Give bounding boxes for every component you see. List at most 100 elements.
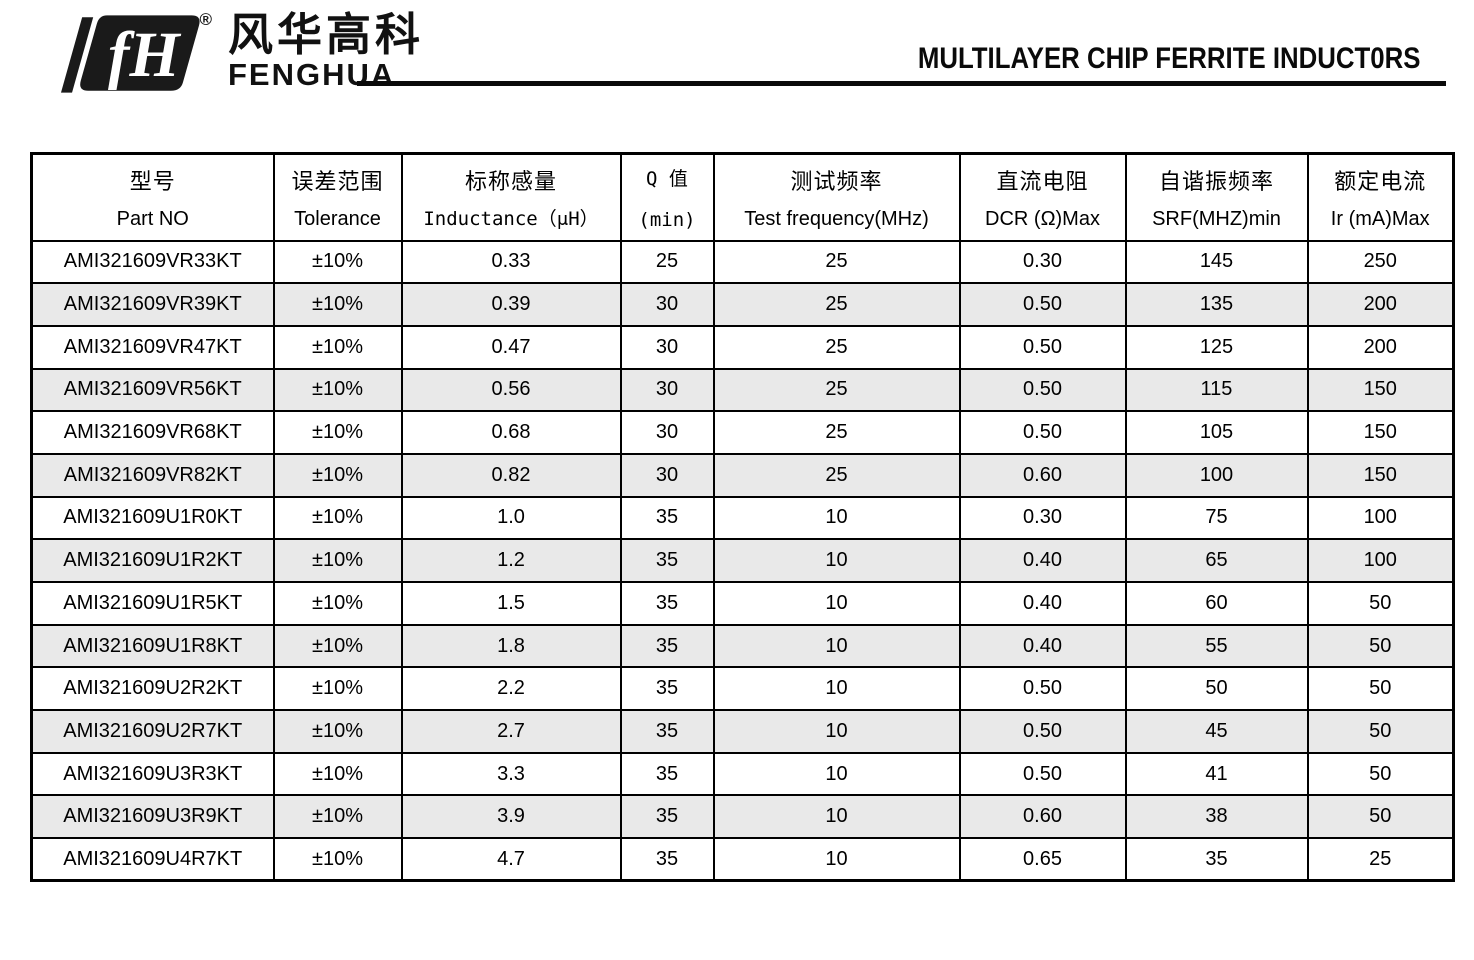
value-cell: 100 (1306, 495, 1455, 541)
value-cell: 1.0 (400, 495, 622, 541)
value-cell: 50 (1306, 623, 1455, 669)
value-cell: 250 (1306, 239, 1455, 285)
table-row: AMI321609U1R8KT ±10% 1.8 35 10 0.40 55 50 (30, 623, 1455, 669)
value-cell: 4.7 (400, 837, 622, 882)
value-cell: 75 (1124, 495, 1309, 541)
column-header: 型号 Part NO (30, 152, 275, 242)
value-cell: 100 (1124, 452, 1309, 498)
value-cell: 25 (619, 239, 715, 285)
column-header-chinese: 额定电流 (1334, 169, 1427, 194)
column-header-chinese: 误差范围 (291, 169, 384, 194)
value-cell: 35 (619, 709, 715, 754)
value-cell: 2.2 (400, 666, 622, 712)
value-cell: 1.5 (400, 581, 622, 626)
value-cell: 35 (619, 837, 715, 882)
value-cell: 0.33 (400, 239, 622, 285)
table-row: AMI321609U2R2KT ±10% 2.2 35 10 0.50 50 50 (30, 666, 1455, 712)
value-cell: 0.65 (958, 837, 1127, 882)
title-underline (357, 81, 1446, 86)
svg-text:fH: fH (108, 19, 181, 90)
value-cell: 0.40 (958, 623, 1127, 669)
value-cell: 25 (712, 410, 961, 455)
value-cell: 150 (1306, 452, 1455, 498)
value-cell: 55 (1124, 623, 1309, 669)
column-header: 额定电流 Ir (mA)Max (1306, 152, 1455, 242)
value-cell: 10 (712, 837, 961, 882)
value-cell: 150 (1306, 410, 1455, 455)
value-cell: 0.50 (958, 324, 1127, 370)
part-no-cell: AMI321609U2R7KT (30, 709, 275, 754)
inductor-spec-table: 型号 Part NO 误差范围 Tolerance 标称感量 Inductance（μH）… (30, 152, 1455, 883)
table-row: AMI321609VR68KT ±10% 0.68 30 25 0.50 105 150 (30, 410, 1455, 455)
value-cell: 41 (1124, 751, 1309, 797)
value-cell: 30 (619, 452, 715, 498)
table-row: AMI321609VR56KT ±10% 0.56 30 25 0.50 115 150 (30, 367, 1455, 413)
value-cell: 10 (712, 581, 961, 626)
value-cell: ±10% (272, 410, 403, 455)
value-cell: ±10% (272, 538, 403, 583)
column-header-english: (min) (638, 208, 696, 231)
fenghua-logo: fH ® (46, 8, 214, 100)
column-header: Q 值 (min) (619, 152, 715, 242)
value-cell: 145 (1124, 239, 1309, 285)
column-header: 直流电阻 DCR (Ω)Max (958, 152, 1127, 242)
brand-block: fH ® 风华高科 FENGHUA (46, 8, 424, 100)
value-cell: 35 (619, 581, 715, 626)
value-cell: 0.30 (958, 239, 1127, 285)
table-row: AMI321609U1R5KT ±10% 1.5 35 10 0.40 60 50 (30, 581, 1455, 626)
page-title: MULTILAYER CHIP FERRITE INDUCT0RS (917, 42, 1420, 75)
value-cell: 25 (712, 367, 961, 413)
value-cell: 10 (712, 623, 961, 669)
value-cell: 65 (1124, 538, 1309, 583)
value-cell: 10 (712, 495, 961, 541)
part-no-cell: AMI321609U1R8KT (30, 623, 275, 669)
table-row: AMI321609U2R7KT ±10% 2.7 35 10 0.50 45 50 (30, 709, 1455, 754)
table-header-row: 型号 Part NO 误差范围 Tolerance 标称感量 Inductance（μH）… (30, 152, 1455, 242)
part-no-cell: AMI321609VR82KT (30, 452, 275, 498)
value-cell: 50 (1306, 709, 1455, 754)
part-no-cell: AMI321609U1R2KT (30, 538, 275, 583)
value-cell: 0.50 (958, 751, 1127, 797)
column-header-chinese: 测试频率 (790, 169, 883, 194)
value-cell: 50 (1306, 794, 1455, 840)
value-cell: 38 (1124, 794, 1309, 840)
table-row: AMI321609VR82KT ±10% 0.82 30 25 0.60 100 150 (30, 452, 1455, 498)
value-cell: ±10% (272, 751, 403, 797)
value-cell: 200 (1306, 282, 1455, 327)
column-header: 自谐振频率 SRF(MHZ)min (1124, 152, 1309, 242)
value-cell: ±10% (272, 794, 403, 840)
value-cell: 0.50 (958, 367, 1127, 413)
part-no-cell: AMI321609U4R7KT (30, 837, 275, 882)
value-cell: 35 (619, 538, 715, 583)
value-cell: 200 (1306, 324, 1455, 370)
value-cell: 10 (712, 751, 961, 797)
value-cell: 1.2 (400, 538, 622, 583)
part-no-cell: AMI321609VR33KT (30, 239, 275, 285)
value-cell: ±10% (272, 452, 403, 498)
value-cell: 30 (619, 324, 715, 370)
column-header-english: SRF(MHZ)min (1152, 207, 1281, 230)
value-cell: 35 (619, 623, 715, 669)
value-cell: 25 (712, 239, 961, 285)
value-cell: 0.82 (400, 452, 622, 498)
value-cell: 3.9 (400, 794, 622, 840)
value-cell: 10 (712, 666, 961, 712)
column-header: 标称感量 Inductance（μH） (400, 152, 622, 242)
part-no-cell: AMI321609VR56KT (30, 367, 275, 413)
table-row: AMI321609VR39KT ±10% 0.39 30 25 0.50 135 200 (30, 282, 1455, 327)
part-no-cell: AMI321609U2R2KT (30, 666, 275, 712)
value-cell: 10 (712, 794, 961, 840)
value-cell: 25 (712, 452, 961, 498)
value-cell: 35 (619, 794, 715, 840)
value-cell: 50 (1306, 666, 1455, 712)
value-cell: 0.56 (400, 367, 622, 413)
part-no-cell: AMI321609VR68KT (30, 410, 275, 455)
value-cell: 25 (712, 282, 961, 327)
part-no-cell: AMI321609U1R0KT (30, 495, 275, 541)
column-header-chinese: 型号 (129, 169, 176, 194)
part-no-cell: AMI321609VR47KT (30, 324, 275, 370)
value-cell: ±10% (272, 837, 403, 882)
part-no-cell: AMI321609VR39KT (30, 282, 275, 327)
fh-monogram-icon: fH (61, 15, 200, 93)
value-cell: 45 (1124, 709, 1309, 754)
